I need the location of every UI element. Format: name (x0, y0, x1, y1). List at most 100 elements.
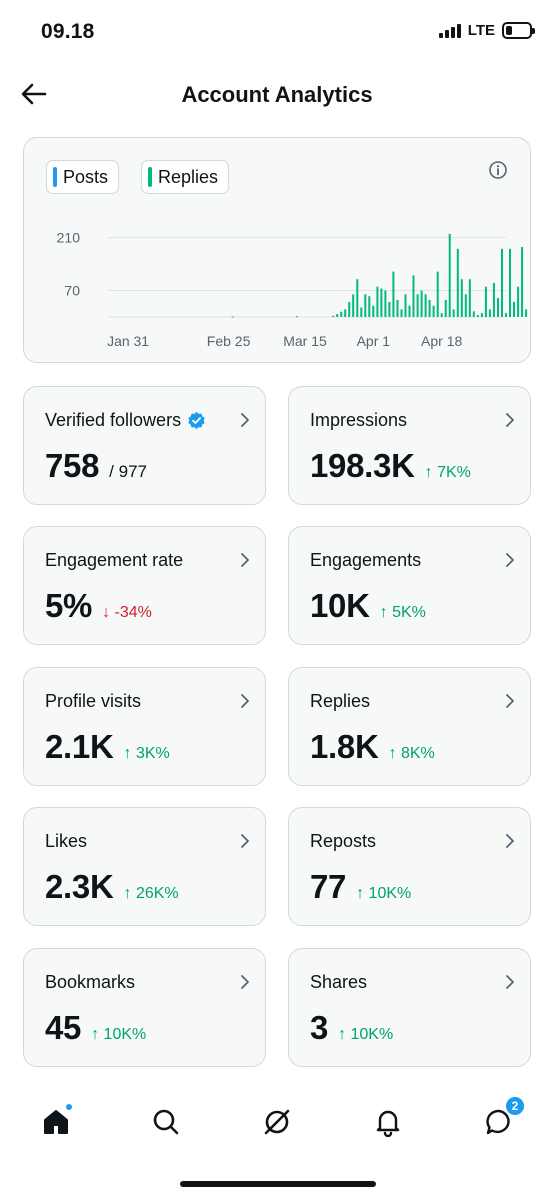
chart-bar (400, 309, 403, 317)
metric-label: Likes (45, 831, 88, 851)
chart-bar (360, 307, 363, 317)
signal-icon (438, 23, 461, 38)
chart-bar (372, 305, 375, 317)
metric-value: 1.8K (310, 728, 379, 765)
chart-bar (376, 286, 379, 317)
metric-label: Impressions (310, 410, 408, 430)
chart-bar (497, 298, 499, 317)
nav-notifications[interactable] (366, 1100, 410, 1144)
legend-replies-toggle[interactable]: Replies (141, 160, 230, 194)
home-indicator (180, 1181, 376, 1187)
metric-label-row: Reposts (310, 831, 376, 852)
chevron-right-icon (506, 413, 514, 427)
metric-card-replies[interactable]: Replies 1.8K ↑ 8K% (288, 667, 531, 786)
metric-card-profile-visits[interactable]: Profile visits 2.1K ↑ 3K% (23, 667, 266, 786)
metric-card-impressions[interactable]: Impressions 198.3K ↑ 7K% (288, 386, 531, 505)
chart-bar (480, 313, 483, 317)
chart-bar (460, 279, 463, 317)
chevron-right-icon (241, 694, 249, 708)
metric-value: 45 (45, 1009, 82, 1046)
metric-change: ↑ 10K% (356, 885, 412, 902)
chart-bar (231, 316, 234, 318)
posts-swatch (53, 167, 57, 187)
chart-bar (448, 233, 451, 317)
metric-change: ↑ 5K% (379, 604, 426, 621)
metric-value: 2.3K (45, 868, 114, 905)
chevron-right-icon (241, 834, 249, 848)
metric-label: Reposts (310, 831, 377, 851)
metric-value-row: 3 ↑ 10K% (310, 1009, 393, 1047)
chart-bar (492, 283, 495, 317)
metric-label-row: Likes (45, 831, 87, 852)
metric-value-row: 1.8K ↑ 8K% (310, 728, 435, 766)
chart-bar (501, 248, 503, 317)
home-icon (44, 1110, 68, 1134)
chart-bar (336, 314, 339, 317)
chevron-right-icon (506, 553, 514, 567)
legend-replies-label: Replies (158, 166, 219, 187)
chart-bar (364, 294, 367, 317)
metric-value: 198.3K (310, 447, 415, 484)
chart-bar (348, 301, 351, 317)
chart-bar (340, 311, 343, 317)
chart-bar (295, 316, 298, 318)
metric-label-row: Bookmarks (45, 972, 135, 993)
chart-bar (352, 294, 355, 317)
metric-value-row: 2.1K ↑ 3K% (45, 728, 170, 766)
chart-bar (408, 305, 411, 317)
legend-posts-toggle[interactable]: Posts (46, 160, 120, 194)
metric-card-verified-followers[interactable]: Verified followers 758 / 977 (23, 386, 266, 505)
metric-value: 2.1K (45, 728, 114, 765)
metric-card-engagements[interactable]: Engagements 10K ↑ 5K% (288, 526, 531, 645)
chart-bar (505, 313, 507, 317)
y-tick-label: 70 (64, 283, 80, 299)
chart-bar (468, 279, 471, 317)
metric-value-row: 77 ↑ 10K% (310, 868, 411, 906)
chart-bar (432, 305, 435, 317)
metric-value-row: 5% ↓ -34% (45, 587, 152, 625)
battery-icon (502, 22, 535, 39)
chart-bar (484, 286, 487, 317)
metric-label: Verified followers (45, 410, 182, 430)
chart-legend: Posts Replies (46, 160, 230, 194)
nav-messages[interactable]: 2 (477, 1096, 525, 1144)
metric-value-row: 198.3K ↑ 7K% (310, 447, 471, 485)
x-tick-label: Apr 1 (357, 333, 391, 349)
metric-label: Bookmarks (45, 972, 136, 992)
nav-grok[interactable] (255, 1100, 299, 1144)
chart-bar (396, 300, 399, 317)
y-tick-label: 210 (57, 230, 81, 246)
metric-label-row: Shares (310, 972, 367, 993)
chart-bar (525, 309, 528, 317)
back-button[interactable] (16, 76, 52, 112)
nav-search[interactable] (144, 1100, 188, 1144)
info-icon[interactable] (488, 160, 508, 180)
metric-value-row: 758 / 977 (45, 447, 147, 485)
chart-bar (416, 294, 419, 317)
chart-bar (521, 247, 524, 317)
metric-card-bookmarks[interactable]: Bookmarks 45 ↑ 10K% (23, 948, 266, 1067)
metric-card-engagement-rate[interactable]: Engagement rate 5% ↓ -34% (23, 526, 266, 645)
chart-bar (488, 309, 491, 317)
chart-bar (452, 309, 455, 317)
chart-bar (436, 271, 439, 317)
metric-label-row: Profile visits (45, 691, 141, 712)
metric-label: Profile visits (45, 691, 142, 711)
analytics-chart-card: 70 210 Jan 31 Feb 25 Mar 15 Apr 1 Apr 18 Posts… (23, 137, 531, 363)
bell-icon (376, 1110, 400, 1137)
network-label: LTE (467, 22, 495, 39)
search-icon (153, 1109, 179, 1135)
chevron-right-icon (506, 975, 514, 989)
metric-card-likes[interactable]: Likes 2.3K ↑ 26K% (23, 807, 266, 926)
nav-home[interactable] (34, 1100, 78, 1144)
metric-card-shares[interactable]: Shares 3 ↑ 10K% (288, 948, 531, 1067)
metric-label: Engagements (310, 550, 422, 570)
chart-bar (384, 290, 387, 317)
status-time: 09.18 (41, 20, 95, 43)
verified-badge-icon (188, 411, 205, 430)
chart-bar (332, 315, 335, 317)
metric-value: 10K (310, 587, 370, 624)
status-indicators: LTE (438, 22, 535, 39)
metric-change: ↑ 10K% (91, 1026, 147, 1043)
metric-card-reposts[interactable]: Reposts 77 ↑ 10K% (288, 807, 531, 926)
